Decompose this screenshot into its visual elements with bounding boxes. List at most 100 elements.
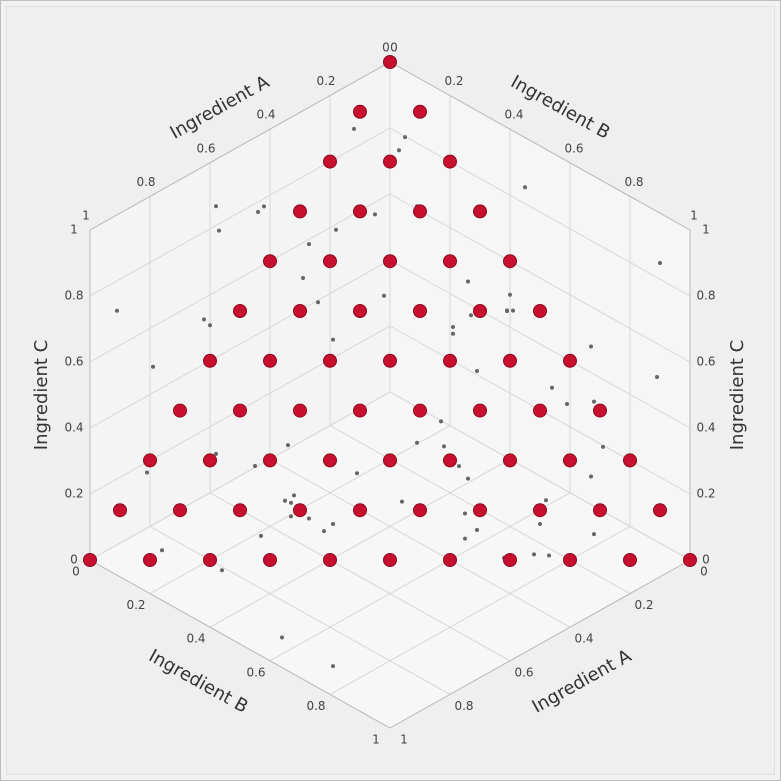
point [382, 293, 386, 298]
tick-label: 0.4 [574, 632, 593, 646]
tick-label: 1 [82, 209, 90, 223]
point [214, 451, 218, 456]
point [443, 453, 457, 468]
grid-line [149, 525, 451, 695]
point [550, 385, 554, 390]
point [473, 403, 487, 418]
point [233, 304, 247, 318]
point [413, 403, 427, 418]
grid-line [89, 391, 391, 561]
point [113, 503, 127, 518]
tick-label: 1 [400, 733, 408, 747]
point [203, 453, 217, 468]
point [233, 503, 247, 518]
tick-label: 0.2 [696, 487, 715, 501]
point [466, 476, 470, 481]
point [413, 104, 427, 119]
point [463, 536, 467, 541]
point [307, 242, 311, 247]
tick-label: 0.2 [316, 74, 335, 88]
point [353, 503, 367, 518]
point [451, 331, 455, 336]
tick-label: 0.4 [186, 632, 205, 646]
grid-line [209, 492, 511, 662]
point [592, 532, 596, 537]
tick-label: 0.6 [564, 141, 583, 155]
point [353, 104, 367, 119]
tick-label: 0.8 [624, 175, 643, 189]
point [443, 353, 457, 368]
point [533, 403, 547, 418]
point [293, 403, 307, 418]
tick-label: 0.4 [696, 421, 715, 435]
point [413, 503, 427, 518]
tick-label: 0.2 [444, 74, 463, 88]
tick-label: 0 [72, 565, 80, 579]
point [233, 403, 247, 418]
point [443, 254, 457, 269]
point [293, 503, 307, 518]
grid-line [389, 127, 691, 297]
point [220, 568, 224, 573]
point [508, 292, 512, 297]
tick-label: 0.6 [696, 355, 715, 369]
grid-line [89, 259, 391, 429]
tick-label: 0.8 [454, 699, 473, 713]
point [292, 493, 296, 498]
tick-label: 0.2 [64, 487, 83, 501]
point [533, 503, 547, 518]
cube-edge [389, 559, 691, 729]
point [473, 503, 487, 518]
point [601, 444, 605, 449]
point [403, 135, 407, 140]
point [160, 548, 164, 553]
point [316, 300, 320, 305]
point [503, 453, 517, 468]
point [353, 204, 367, 219]
point [331, 664, 335, 669]
point [293, 204, 307, 219]
tick-label: 0.2 [634, 598, 653, 612]
point [307, 516, 311, 521]
point [442, 444, 446, 449]
point [538, 521, 542, 526]
point [331, 522, 335, 527]
point [469, 313, 473, 318]
point [593, 403, 607, 418]
point [443, 154, 457, 169]
point [415, 440, 419, 445]
grid-line [89, 193, 391, 363]
tick-label: 0.8 [306, 699, 325, 713]
point [217, 228, 221, 233]
tick-label: 1 [70, 223, 78, 237]
point [323, 453, 337, 468]
axis-title: Ingredient C [31, 340, 52, 450]
tick-label: 0 [382, 41, 390, 55]
point [145, 470, 149, 475]
tick-label: 0 [390, 41, 398, 55]
point [256, 209, 260, 214]
tick-label: 0.8 [696, 289, 715, 303]
point [383, 553, 397, 567]
point [280, 635, 284, 640]
point [253, 463, 257, 468]
point [263, 453, 277, 468]
cube-edge [89, 61, 391, 231]
point [400, 499, 404, 504]
grid-line [389, 193, 691, 363]
point [214, 204, 218, 209]
point [655, 374, 659, 379]
point [439, 419, 443, 424]
point [658, 260, 662, 265]
point [263, 254, 277, 269]
point [293, 304, 307, 318]
point [563, 353, 577, 368]
point [353, 304, 367, 318]
tick-label: 0.2 [126, 598, 145, 612]
tick-label: 0.6 [514, 665, 533, 679]
point [523, 185, 527, 190]
tick-label: 0.8 [136, 175, 155, 189]
point [383, 55, 397, 69]
point [457, 464, 461, 469]
